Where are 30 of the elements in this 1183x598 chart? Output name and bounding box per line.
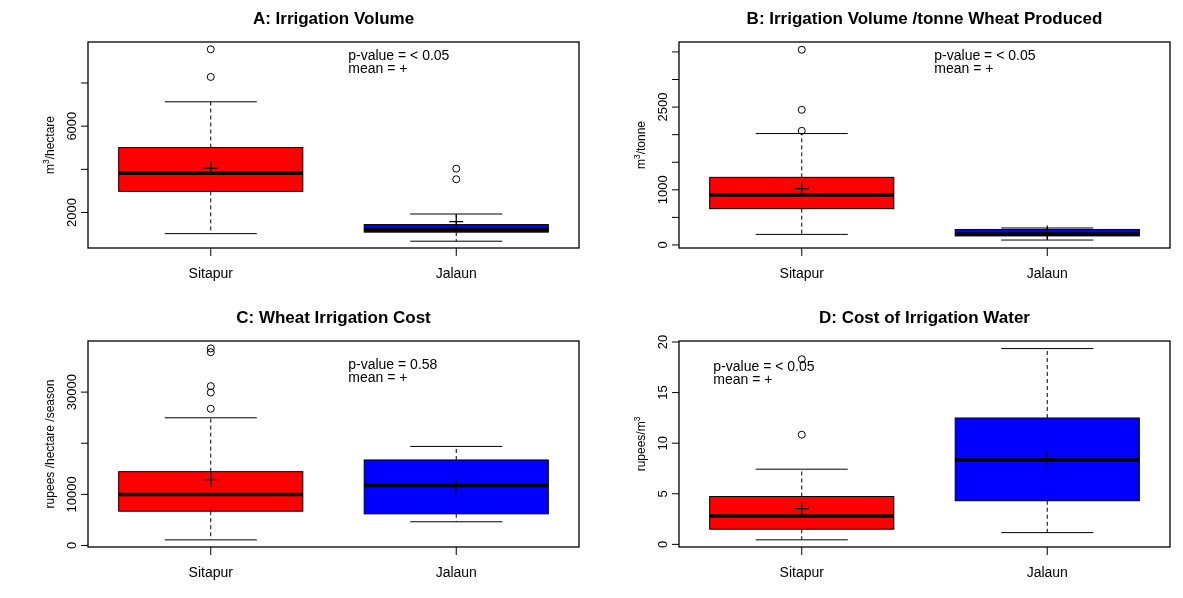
- y-tick-label: 0: [655, 540, 670, 548]
- y-tick-label: 0: [64, 541, 79, 550]
- y-tick-label: 15: [655, 385, 670, 400]
- y-tick-label: 2500: [655, 92, 670, 122]
- y-tick-label: 10: [655, 435, 670, 451]
- x-tick-label: Jalaun: [435, 265, 477, 281]
- y-tick-label: 1000: [655, 175, 670, 205]
- y-tick-label: 0: [655, 241, 670, 249]
- annotation: p-value = < 0.05: [348, 47, 450, 63]
- y-axis-title: rupees /hectare /season: [43, 379, 57, 509]
- chart-title: B: Irrigation Volume /tonne Wheat Produced: [746, 9, 1103, 28]
- chart-title: C: Wheat Irrigation Cost: [236, 308, 432, 327]
- annotation: p-value = 0.58: [348, 356, 438, 372]
- y-tick-label: 30000: [64, 374, 79, 411]
- x-tick-label: Jalaun: [1026, 564, 1068, 580]
- x-tick-label: Jalaun: [1026, 265, 1068, 281]
- y-tick-label: 5: [655, 490, 670, 498]
- annotation: p-value = < 0.05: [713, 358, 815, 374]
- x-tick-label: Sitapur: [779, 564, 825, 580]
- y-tick-label: 2000: [64, 198, 79, 227]
- chart-title: A: Irrigation Volume: [252, 9, 415, 28]
- y-tick-label: 10000: [64, 476, 79, 513]
- chart-title: D: Cost of Irrigation Water: [819, 308, 1031, 327]
- y-tick-label: 20: [655, 334, 670, 350]
- x-tick-label: Sitapur: [779, 265, 825, 281]
- x-tick-label: Sitapur: [188, 265, 234, 281]
- x-tick-label: Jalaun: [435, 564, 477, 580]
- x-tick-label: Sitapur: [188, 564, 234, 580]
- annotation: p-value = < 0.05: [934, 47, 1036, 63]
- y-tick-label: 6000: [64, 111, 79, 141]
